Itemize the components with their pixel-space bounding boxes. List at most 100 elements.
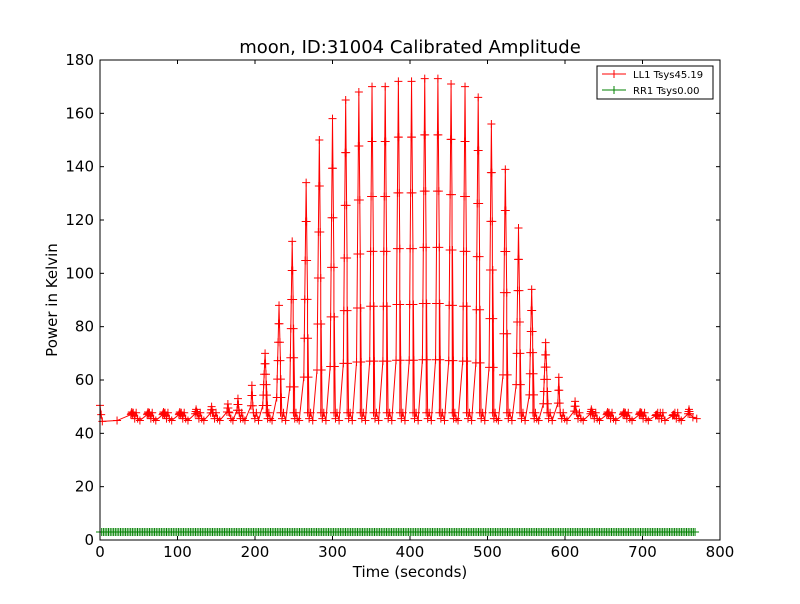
ll1-marker bbox=[290, 382, 299, 391]
ll1-marker bbox=[328, 164, 337, 173]
ll1-marker bbox=[304, 373, 313, 382]
ll1-marker bbox=[308, 416, 317, 425]
ll1-marker bbox=[425, 408, 434, 417]
ll1-marker bbox=[544, 414, 553, 423]
ll1-marker bbox=[266, 414, 275, 423]
ll1-marker bbox=[128, 410, 137, 419]
ll1-marker bbox=[628, 416, 637, 425]
ll1-marker bbox=[215, 416, 224, 425]
ll1-marker bbox=[354, 88, 363, 96]
ll1-marker bbox=[588, 409, 597, 418]
ll1-marker bbox=[516, 380, 525, 389]
ll1-marker bbox=[447, 135, 456, 144]
ll1-marker bbox=[135, 416, 144, 425]
ll1-marker bbox=[461, 137, 470, 146]
ll1-marker bbox=[423, 414, 432, 423]
ll1-marker bbox=[330, 362, 339, 371]
ll1-marker bbox=[514, 255, 523, 264]
y-tick-label: 100 bbox=[65, 264, 94, 282]
ll1-marker bbox=[356, 250, 365, 258]
ll1-marker bbox=[342, 148, 351, 157]
ll1-marker bbox=[305, 414, 314, 423]
ll1-marker bbox=[396, 356, 405, 365]
ll1-marker bbox=[321, 416, 330, 425]
x-tick-label: 500 bbox=[473, 543, 502, 561]
ll1-marker bbox=[254, 416, 263, 425]
ll1-marker bbox=[264, 408, 273, 417]
x-tick-label: 200 bbox=[241, 543, 270, 561]
ll1-marker bbox=[277, 414, 286, 423]
ll1-marker bbox=[302, 217, 311, 226]
ll1-marker bbox=[420, 74, 429, 83]
ll1-marker bbox=[384, 414, 393, 423]
ll1-marker bbox=[436, 355, 445, 364]
ll1-marker bbox=[487, 168, 496, 177]
ll1-marker bbox=[435, 243, 444, 252]
ll1-marker bbox=[385, 408, 394, 417]
ll1-marker bbox=[381, 137, 390, 146]
ll1-marker bbox=[528, 327, 537, 336]
ll1-marker bbox=[357, 414, 366, 423]
ll1-marker bbox=[474, 146, 483, 155]
ll1-marker bbox=[306, 408, 315, 417]
ll1-marker bbox=[279, 408, 288, 417]
ll1-marker bbox=[303, 295, 312, 304]
ll1-marker bbox=[555, 386, 564, 395]
ll1-marker bbox=[370, 414, 379, 423]
ll1-marker bbox=[450, 408, 459, 417]
ll1-marker bbox=[183, 416, 192, 425]
ll1-marker bbox=[262, 370, 271, 379]
ll1-marker bbox=[562, 416, 571, 425]
ll1-marker bbox=[411, 408, 420, 417]
y-tick-label: 160 bbox=[65, 104, 94, 122]
ll1-marker bbox=[505, 408, 514, 417]
ll1-marker bbox=[591, 408, 600, 417]
ll1-marker bbox=[400, 416, 409, 425]
ll1-marker bbox=[328, 114, 337, 123]
ll1-marker bbox=[303, 256, 312, 265]
ll1-marker bbox=[238, 414, 247, 423]
ll1-marker bbox=[463, 414, 472, 423]
ll1-marker bbox=[224, 408, 233, 416]
ll1-marker bbox=[423, 355, 432, 364]
ll1-marker bbox=[343, 254, 352, 262]
ll1-marker bbox=[387, 416, 396, 425]
ll1-marker bbox=[462, 247, 471, 256]
x-tick-label: 700 bbox=[628, 543, 657, 561]
ll1-marker bbox=[317, 366, 326, 374]
ll1-marker bbox=[316, 228, 325, 236]
ll1-marker bbox=[534, 416, 543, 425]
ll1-marker bbox=[575, 408, 584, 417]
ll1-marker bbox=[176, 410, 185, 419]
ll1-marker bbox=[657, 414, 666, 423]
ll1-marker bbox=[447, 80, 456, 88]
ll1-marker bbox=[132, 408, 141, 417]
ll1-marker bbox=[543, 375, 552, 384]
ll1-marker bbox=[542, 350, 551, 359]
ll1-marker bbox=[289, 324, 298, 333]
ll1-marker bbox=[421, 187, 430, 196]
legend-label: LL1 Tsys45.19 bbox=[633, 70, 703, 81]
ll1-marker bbox=[555, 399, 564, 408]
ll1-marker bbox=[276, 375, 285, 384]
ll1-marker bbox=[541, 338, 550, 347]
ll1-marker bbox=[440, 416, 449, 425]
ll1-marker bbox=[383, 302, 392, 311]
ll1-marker bbox=[369, 302, 378, 311]
ll1-marker bbox=[304, 334, 313, 343]
ll1-marker bbox=[196, 408, 205, 417]
ll1-marker bbox=[548, 416, 557, 425]
ll1-marker bbox=[394, 133, 403, 142]
ll1-marker bbox=[248, 391, 257, 400]
ll1-marker bbox=[658, 408, 667, 417]
y-tick-label: 20 bbox=[75, 478, 94, 496]
ll1-marker bbox=[475, 252, 484, 261]
ll1-marker bbox=[395, 188, 404, 197]
y-tick-label: 140 bbox=[65, 158, 94, 176]
ll1-marker bbox=[397, 414, 406, 423]
ll1-marker bbox=[502, 288, 511, 297]
ll1-marker bbox=[501, 165, 510, 174]
ll1-marker bbox=[433, 74, 442, 83]
ll1-marker bbox=[302, 178, 311, 187]
ll1-marker bbox=[318, 414, 327, 423]
